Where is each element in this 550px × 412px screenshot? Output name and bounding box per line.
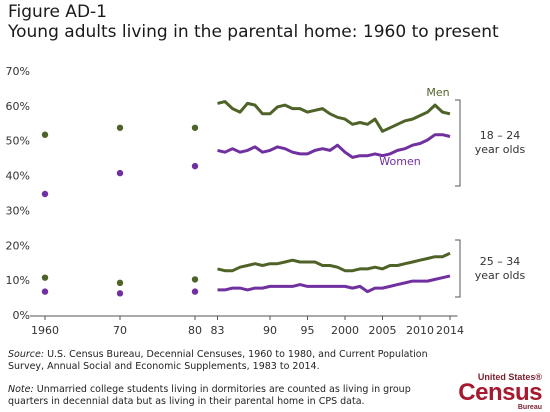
- data-point: [116, 169, 124, 177]
- legend-label: Men: [426, 86, 449, 99]
- y-tick-label: 10%: [6, 274, 30, 287]
- data-point: [41, 190, 49, 198]
- x-tick-label: 83: [211, 324, 225, 337]
- y-tick-label: 20%: [6, 239, 30, 252]
- logo-text: United States®: [477, 372, 542, 382]
- note-text: Unmarried college students living in dor…: [8, 384, 411, 407]
- data-point: [41, 288, 49, 295]
- group-label: 18 – 24: [480, 129, 521, 142]
- data-point: [191, 162, 199, 170]
- y-tick-label: 50%: [6, 135, 30, 148]
- series-line: [217, 274, 451, 294]
- y-tick-label: 0%: [13, 309, 30, 322]
- x-tick-label: 70: [113, 324, 127, 337]
- x-tick-label: 90: [263, 324, 277, 337]
- y-tick-label: 60%: [6, 100, 30, 113]
- x-tick-label: 2000: [331, 324, 359, 337]
- data-point: [41, 131, 49, 138]
- source: Source: U.S. Census Bureau, Decennial Ce…: [8, 349, 448, 372]
- series-line: [217, 133, 451, 159]
- logo-text: Bureau: [517, 404, 542, 411]
- x-tick-label: 2010: [406, 324, 434, 337]
- chart: 0% 10% 20% 30% 40% 50% 60% 70% 1960 70 80 83 90 95 200…: [6, 65, 526, 337]
- series-line: [217, 251, 451, 273]
- data-point: [41, 274, 49, 281]
- note: Note: Unmarried college students living …: [8, 384, 448, 407]
- data-point: [191, 276, 199, 283]
- chart-title: Young adults living in the parental home…: [8, 22, 499, 42]
- data-point: [116, 124, 124, 131]
- x-tick-label: 1960: [31, 324, 59, 337]
- source-text: U.S. Census Bureau, Decennial Censuses, …: [8, 349, 428, 372]
- figure-label: Figure AD-1: [8, 2, 107, 22]
- legend-label: Women: [379, 155, 420, 168]
- data-point: [191, 124, 199, 131]
- group-label: year olds: [475, 269, 526, 282]
- y-tick-label: 30%: [6, 204, 30, 217]
- x-tick-label: 80: [188, 324, 202, 337]
- group-bracket: [455, 99, 461, 187]
- x-tick-label: 2005: [369, 324, 397, 337]
- y-tick-label: 70%: [6, 65, 30, 78]
- data-point: [116, 290, 124, 297]
- group-bracket: [455, 239, 461, 298]
- group-label: year olds: [475, 143, 526, 156]
- logo-text: Census: [458, 379, 542, 406]
- series-line: [217, 100, 451, 133]
- group-label: 25 – 34: [480, 255, 521, 268]
- source-label: Source:: [8, 349, 45, 360]
- logo: United States® Census Bureau: [458, 372, 542, 411]
- x-tick-label: 95: [301, 324, 315, 337]
- y-tick-label: 40%: [6, 170, 30, 183]
- data-point: [191, 288, 199, 295]
- x-tick-label: 2014: [436, 324, 464, 337]
- data-point: [116, 279, 124, 287]
- note-label: Note:: [8, 384, 34, 395]
